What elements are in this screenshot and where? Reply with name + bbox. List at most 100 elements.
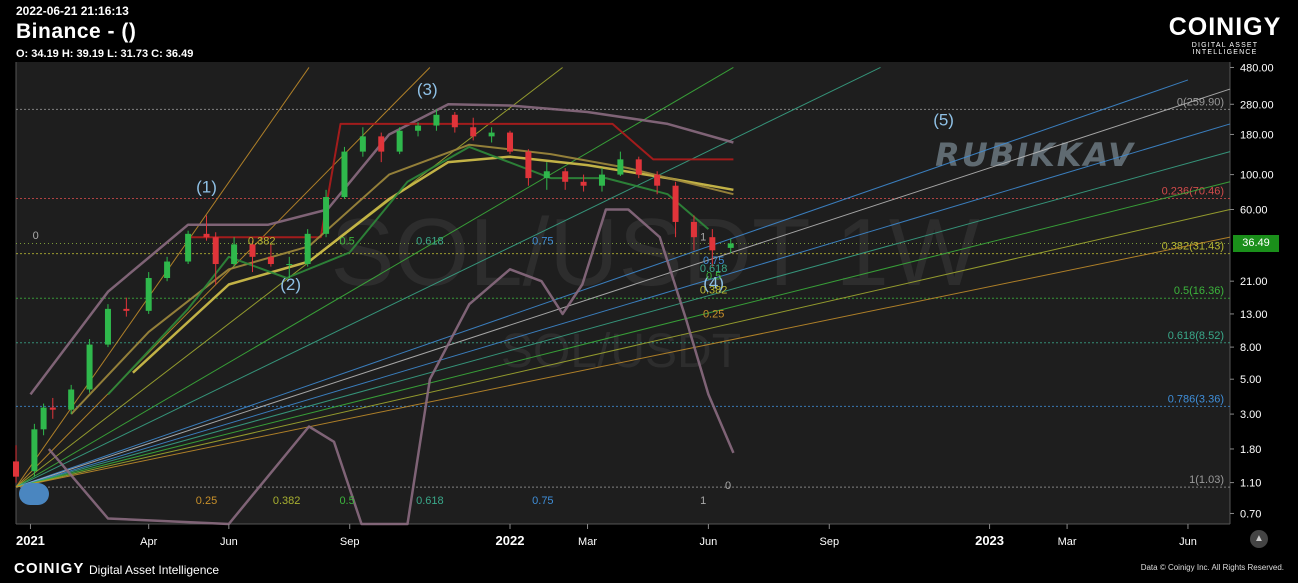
x-tick-label: 2021 <box>16 533 45 548</box>
fan-line <box>15 67 734 488</box>
exchange-title: Binance - () <box>16 20 137 43</box>
fan-label: 1 <box>700 232 706 244</box>
fan-label-bottom: 0.618 <box>416 495 444 507</box>
candle-body <box>68 389 75 410</box>
footer-logo: COINIGY <box>14 560 85 577</box>
wave-label: (5) <box>933 111 954 130</box>
y-tick-label: 13.00 <box>1240 309 1268 321</box>
y-tick-label: 480.00 <box>1240 62 1274 74</box>
ma-olive-line <box>70 143 734 415</box>
y-tick-label: 3.00 <box>1240 409 1261 421</box>
candle-body <box>359 136 366 152</box>
x-tick-label: Mar <box>578 536 597 548</box>
current-price-tag: 36.49 <box>1233 234 1279 252</box>
x-tick-label: Jun <box>1179 536 1197 548</box>
fan-label-bottom: 1 <box>700 495 706 507</box>
x-tick-label: 2023 <box>975 533 1004 548</box>
candle-body <box>341 151 348 198</box>
candle-body <box>86 344 93 390</box>
candle-body <box>580 181 587 186</box>
fib-level-label: 0.786(3.36) <box>1168 393 1224 405</box>
coinigy-logo: COINIGY DIGITAL ASSET INTELLIGENCE <box>1160 14 1290 56</box>
candle-body <box>709 237 716 251</box>
y-tick-label: 1.80 <box>1240 444 1261 456</box>
candle-body <box>525 151 532 179</box>
fan-label: 0.25 <box>703 309 724 321</box>
candle-body <box>507 132 514 152</box>
y-tick-label: 21.00 <box>1240 276 1268 288</box>
candle-body <box>451 114 458 128</box>
candle-body <box>40 407 47 430</box>
candle-body <box>672 185 679 222</box>
candle-body <box>13 461 19 477</box>
x-tick-label: Jun <box>700 536 718 548</box>
x-tick-label: Sep <box>819 536 839 548</box>
y-tick-label: 0.70 <box>1240 508 1261 520</box>
candle-body <box>488 132 495 137</box>
candle-body <box>123 308 130 311</box>
fan-line <box>15 236 1231 488</box>
y-tick-label: 100.00 <box>1240 170 1274 182</box>
resistance-line <box>188 122 734 239</box>
watermark-symbol: SOL/USDT <box>501 325 741 378</box>
fan-line <box>15 151 1231 488</box>
y-tick-label: 280.00 <box>1240 99 1274 111</box>
candle-body <box>378 136 385 152</box>
fan-line <box>15 181 1231 488</box>
y-tick-label: 180.00 <box>1240 129 1274 141</box>
fan-line <box>15 88 1231 488</box>
fan-label-bottom: 0.382 <box>273 495 301 507</box>
candle-body <box>617 159 624 175</box>
candle-body <box>267 256 274 265</box>
x-tick-label: Mar <box>1058 536 1077 548</box>
fan-label-bottom: 0.75 <box>532 495 553 507</box>
candle-body <box>104 308 111 345</box>
fan-label: 0.75 <box>703 255 724 267</box>
watermark-symbol-timeframe: SOL/USDT 1W <box>330 199 979 306</box>
x-tick-label: Jun <box>220 536 238 548</box>
expand-arrow-icon[interactable]: ▲ <box>1250 530 1268 548</box>
wave-label: (3) <box>417 80 438 99</box>
candle-body <box>543 171 550 179</box>
fan-line <box>15 79 1189 488</box>
wave-label: (2) <box>280 275 301 294</box>
fib-level-label: 0.5(16.36) <box>1174 285 1224 297</box>
fan-label: 0.618 <box>416 235 444 247</box>
candle-body <box>433 114 440 126</box>
candle-body <box>145 278 152 311</box>
y-tick-label: 5.00 <box>1240 374 1261 386</box>
fan-line <box>15 67 310 488</box>
fan-label-bottom: 0.25 <box>196 495 217 507</box>
upper-band-line <box>29 103 734 396</box>
ohlc-readout: O: 34.19 H: 39.19 L: 31.73 C: 36.49 <box>16 48 194 60</box>
oscillator-line <box>47 208 735 526</box>
fan-label: 0 <box>725 480 731 492</box>
candle-body <box>249 244 256 257</box>
fan-label-bottom: 0.5 <box>339 495 354 507</box>
candle-body <box>470 127 477 137</box>
candle-body <box>396 130 403 152</box>
logo-wordmark: COINIGY <box>1168 13 1282 41</box>
candle-body <box>31 429 38 472</box>
fib-level-label: 0.618(8.52) <box>1168 330 1224 342</box>
wave-label: (1) <box>196 177 217 196</box>
footer-copyright: Data © Coinigy Inc. All Rights Reserved. <box>1140 563 1284 572</box>
x-tick-label: Sep <box>340 536 360 548</box>
candle-body <box>304 233 311 265</box>
fan-label: 0.618 <box>700 263 728 275</box>
author-watermark: RUBIKKAV <box>935 136 1135 174</box>
timestamp: 2022-06-21 21:16:13 <box>16 4 129 18</box>
fan-line <box>15 208 1231 488</box>
candle-body <box>635 159 642 175</box>
candle-body <box>164 261 171 279</box>
candle-body <box>185 233 192 262</box>
candle-body <box>49 407 56 410</box>
candle-body <box>562 171 569 182</box>
y-tick-label: 8.00 <box>1240 342 1261 354</box>
candle-body <box>690 221 697 238</box>
fan-line <box>15 67 881 488</box>
candle-body <box>415 125 422 131</box>
fan-line <box>15 123 1231 488</box>
footer-tagline: Digital Asset Intelligence <box>89 563 220 577</box>
